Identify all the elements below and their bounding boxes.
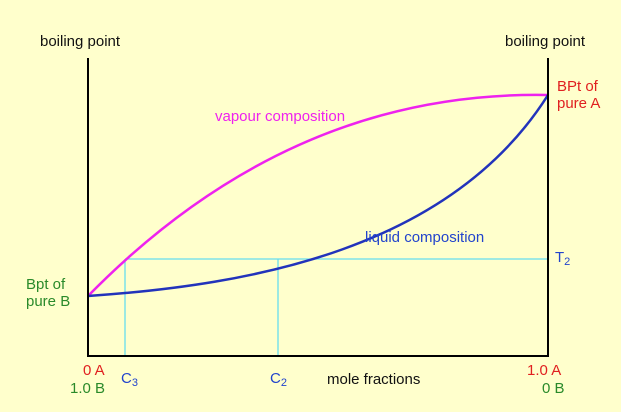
c3-letter: C — [121, 370, 132, 387]
c3-label: C3 — [121, 370, 138, 389]
bpt-pure-b-line1: Bpt of — [26, 276, 66, 293]
left-axis-title: boiling point — [40, 33, 121, 50]
bpt-pure-a-line2: pure A — [557, 95, 601, 112]
x-axis-title: mole fractions — [327, 371, 421, 388]
bpt-pure-a-line1: BPt of — [557, 78, 598, 95]
c2-subscript: 2 — [280, 377, 287, 389]
left-tick-a: 0 A — [83, 362, 105, 379]
c2-label: C2 — [270, 370, 287, 389]
liquid-curve — [87, 94, 550, 298]
vapour-curve — [87, 93, 549, 297]
t2-label: T2 — [555, 249, 571, 268]
c3-subscript: 3 — [131, 377, 138, 389]
vapour-composition-label: vapour composition — [215, 108, 346, 125]
t2-subscript: 2 — [564, 256, 571, 268]
bpt-pure-b-line2: pure B — [26, 293, 71, 310]
right-axis-title: boiling point — [505, 33, 586, 50]
right-tick-b: 0 B — [542, 380, 565, 397]
t2-letter: T — [555, 249, 565, 266]
right-tick-a: 1.0 A — [527, 362, 562, 379]
liquid-composition-label: liquid composition — [365, 229, 485, 246]
left-tick-b: 1.0 B — [70, 380, 106, 397]
c2-letter: C — [270, 370, 281, 387]
